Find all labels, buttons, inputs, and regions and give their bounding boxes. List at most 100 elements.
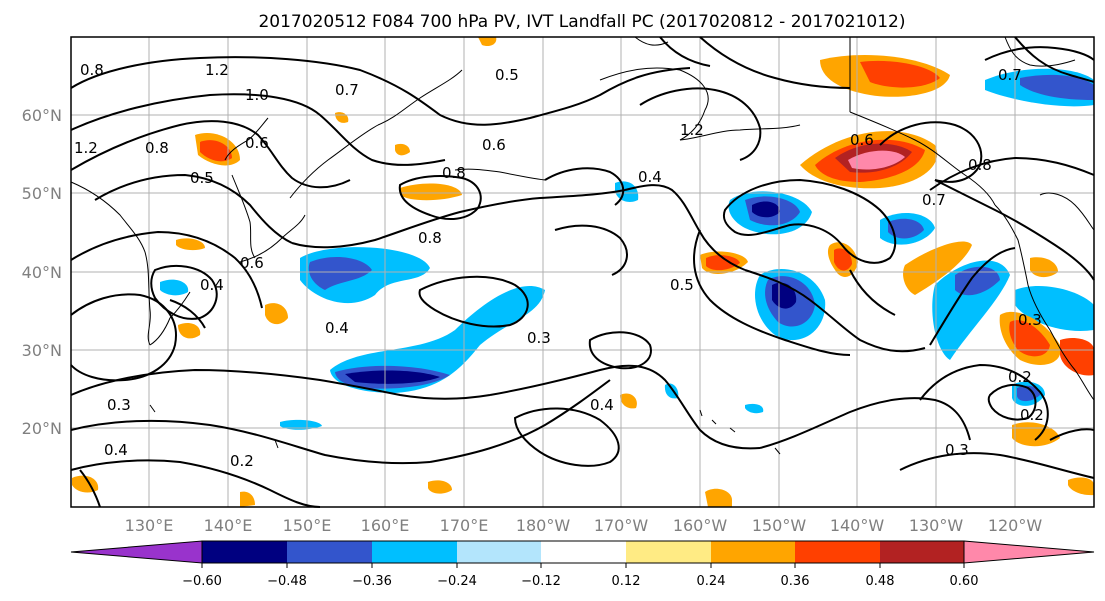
lon-label: 160°E bbox=[361, 516, 410, 535]
contour-label: 0.2 bbox=[1020, 406, 1044, 424]
contour-label: 0.5 bbox=[670, 276, 694, 294]
colorbar-tick-label: 0.48 bbox=[866, 574, 895, 589]
contour-label: 1.2 bbox=[680, 121, 704, 139]
contour-label: 0.2 bbox=[1008, 368, 1032, 386]
positive-anomaly-region bbox=[903, 241, 972, 295]
contour-label: 0.2 bbox=[230, 452, 254, 470]
negative-anomaly-strong bbox=[345, 370, 440, 384]
contour-label: 0.8 bbox=[145, 139, 169, 157]
negative-anomaly-strong bbox=[752, 201, 780, 218]
contour-label: 0.6 bbox=[245, 134, 269, 152]
positive-anomaly-small bbox=[478, 37, 497, 47]
contour-label: 0.8 bbox=[80, 61, 104, 79]
positive-anomaly-small bbox=[240, 491, 255, 507]
contour-label: 0.3 bbox=[945, 441, 969, 459]
positive-anomaly-small bbox=[178, 323, 201, 339]
coastlines bbox=[70, 36, 1095, 455]
positive-anomaly-region bbox=[1068, 477, 1094, 496]
negative-anomaly-small bbox=[160, 279, 189, 296]
colorbar-segment bbox=[372, 541, 457, 563]
contour-labels: 1.2 1.0 0.7 0.5 0.6 0.8 1.2 0.6 0.5 0.8 … bbox=[74, 61, 1044, 470]
colorbar-tick-label: −0.60 bbox=[182, 574, 222, 589]
positive-anomaly-core bbox=[200, 140, 232, 162]
colorbar-segment bbox=[626, 541, 711, 563]
positive-anomaly-peak bbox=[848, 150, 905, 170]
positive-anomaly-region bbox=[1060, 338, 1094, 376]
positive-anomaly-small bbox=[620, 393, 637, 409]
contour-label: 1.2 bbox=[74, 139, 98, 157]
colorbar-outline bbox=[201, 540, 965, 564]
positive-anomaly-small bbox=[176, 238, 205, 251]
contour-label: 0.7 bbox=[998, 66, 1022, 84]
colorbar-extend-min bbox=[70, 540, 203, 564]
lon-label: 170°W bbox=[594, 516, 649, 535]
lon-label: 150°E bbox=[283, 516, 332, 535]
colorbar-segment bbox=[711, 541, 795, 563]
colorbar-tick-label: −0.36 bbox=[352, 574, 392, 589]
colorbar-segment bbox=[287, 541, 372, 563]
colorbar-segment bbox=[880, 541, 964, 563]
positive-anomaly-small bbox=[395, 143, 410, 156]
lon-label: 160°W bbox=[673, 516, 728, 535]
contour-label: 1.0 bbox=[245, 86, 269, 104]
positive-anomaly-region bbox=[400, 183, 462, 201]
negative-anomaly-small bbox=[280, 419, 322, 430]
colorbar-tick-label: 0.24 bbox=[697, 574, 726, 589]
colorbar-tick-label: 0.60 bbox=[950, 574, 979, 589]
contour-label: 0.3 bbox=[107, 396, 131, 414]
positive-anomaly-small bbox=[705, 488, 732, 507]
colorbar-tick-label: −0.48 bbox=[267, 574, 307, 589]
colorbar: −0.60 −0.48 −0.36 −0.24 −0.12 0.12 0.24 … bbox=[70, 540, 1095, 589]
colorbar-tick-label: −0.12 bbox=[521, 574, 561, 589]
colorbar-extend-max bbox=[963, 540, 1095, 564]
contour-label: 0.8 bbox=[442, 164, 466, 182]
pv-contours bbox=[70, 36, 1095, 508]
contour-label: 0.5 bbox=[495, 66, 519, 84]
contour-label: 0.3 bbox=[1018, 311, 1042, 329]
contour-label: 0.4 bbox=[638, 168, 662, 186]
positive-anomaly-core bbox=[860, 60, 940, 88]
lon-label: 130°W bbox=[909, 516, 964, 535]
negative-anomaly-core bbox=[1020, 74, 1094, 100]
contour-label: 0.7 bbox=[335, 81, 359, 99]
contour-label: 0.8 bbox=[418, 229, 442, 247]
lon-label: 140°W bbox=[830, 516, 885, 535]
positive-anomaly-core bbox=[834, 248, 852, 271]
contour-label: 0.4 bbox=[200, 276, 224, 294]
colorbar-tick-label: −0.24 bbox=[437, 574, 477, 589]
colorbar-ticks bbox=[201, 563, 965, 568]
contour-label: 0.5 bbox=[190, 169, 214, 187]
negative-anomaly-core bbox=[308, 256, 372, 290]
lat-label: 60°N bbox=[22, 106, 62, 125]
lon-label: 150°W bbox=[752, 516, 807, 535]
lat-label: 20°N bbox=[22, 419, 62, 438]
contour-label: 0.4 bbox=[590, 396, 614, 414]
positive-anomaly-core bbox=[706, 255, 740, 271]
figure-title: 2017020512 F084 700 hPa PV, IVT Landfall… bbox=[258, 12, 905, 32]
lon-label: 180°W bbox=[516, 516, 571, 535]
colorbar-tick-label: 0.12 bbox=[612, 574, 641, 589]
latitude-labels: 60°N 50°N 40°N 30°N 20°N bbox=[22, 106, 62, 438]
contour-label: 0.4 bbox=[104, 441, 128, 459]
colorbar-segment bbox=[795, 541, 880, 563]
negative-anomaly-core bbox=[888, 218, 924, 239]
lon-label: 120°W bbox=[988, 516, 1043, 535]
contour-label: 0.7 bbox=[922, 191, 946, 209]
contour-label: 1.2 bbox=[205, 61, 229, 79]
colorbar-segment bbox=[541, 541, 626, 563]
lon-label: 170°E bbox=[440, 516, 489, 535]
longitude-labels: 130°E 140°E 150°E 160°E 170°E 180°W 170°… bbox=[125, 516, 1043, 535]
map-panel: 1.2 1.0 0.7 0.5 0.6 0.8 1.2 0.6 0.5 0.8 … bbox=[70, 36, 1095, 508]
colorbar-segment bbox=[202, 541, 287, 563]
negative-anomaly-small bbox=[745, 403, 764, 414]
lat-label: 30°N bbox=[22, 341, 62, 360]
colorbar-segment bbox=[457, 541, 541, 563]
positive-anomaly-small bbox=[265, 303, 288, 325]
colorbar-tick-label: 0.36 bbox=[781, 574, 810, 589]
positive-anomaly-core bbox=[1009, 320, 1050, 357]
contour-label: 0.3 bbox=[527, 329, 551, 347]
contour-label: 0.6 bbox=[850, 131, 874, 149]
contour-label: 0.4 bbox=[325, 319, 349, 337]
positive-anomaly-small bbox=[428, 480, 452, 494]
